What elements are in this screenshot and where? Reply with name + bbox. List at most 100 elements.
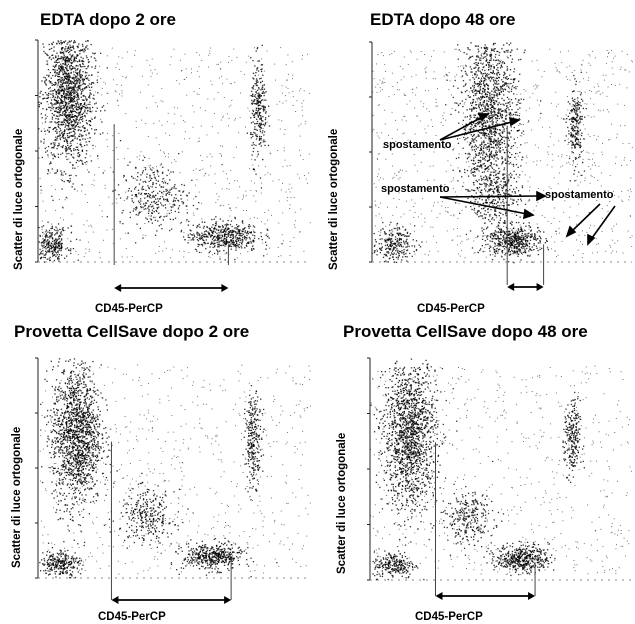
event-point-bright-cluster	[251, 90, 253, 92]
event-point	[598, 165, 600, 167]
event-point-granulocytes	[501, 48, 503, 50]
event-point-lymphocytes	[221, 240, 223, 242]
event-point-granulocytes	[64, 148, 66, 150]
event-point-bright-cluster	[260, 122, 262, 124]
event-point	[381, 132, 383, 134]
event-point-lymphocytes	[230, 234, 232, 236]
event-point	[618, 196, 620, 198]
event-point-debris	[55, 252, 58, 254]
event-point	[116, 202, 118, 204]
event-point	[565, 76, 567, 78]
event-point-granulocytes	[481, 194, 483, 196]
event-point-granulocytes	[86, 72, 88, 74]
event-point-granulocytes	[478, 98, 481, 100]
event-point	[477, 235, 479, 237]
event-point-granulocytes	[81, 126, 84, 128]
event-point	[487, 116, 489, 118]
event-point	[572, 164, 574, 166]
event-point-granulocytes	[488, 139, 490, 141]
event-point-monocytes	[152, 181, 154, 184]
event-point-granulocytes	[472, 91, 474, 94]
event-point	[58, 199, 60, 200]
event-point-granulocytes	[497, 79, 500, 82]
event-point-bright-cluster	[257, 95, 259, 97]
event-point	[596, 200, 598, 201]
event-point-granulocytes	[71, 68, 73, 70]
event-point	[619, 83, 621, 85]
event-point-granulocytes	[52, 95, 55, 97]
event-point-monocytes	[177, 208, 180, 210]
event-point-monocytes	[178, 211, 180, 213]
event-point	[469, 91, 471, 93]
event-point	[63, 219, 64, 221]
event-point-granulocytes	[514, 156, 516, 158]
event-point	[610, 246, 612, 248]
event-point	[298, 125, 300, 127]
event-point-granulocytes	[72, 99, 74, 102]
event-point-bright-cluster	[264, 106, 266, 108]
event-point-bright-cluster	[256, 100, 259, 102]
event-point-granulocytes	[51, 195, 53, 197]
event-point	[256, 113, 258, 114]
event-point-granulocytes	[70, 88, 73, 90]
event-point-lymphocytes	[213, 252, 216, 255]
event-point	[406, 103, 408, 105]
event-point	[179, 250, 181, 252]
event-point	[508, 209, 510, 210]
event-point-monocytes	[156, 210, 158, 213]
event-point-granulocytes	[55, 55, 57, 57]
event-point	[391, 53, 393, 55]
event-point	[534, 88, 536, 90]
event-point-granulocytes	[59, 84, 61, 86]
event-point-granulocytes	[473, 133, 475, 136]
event-point-granulocytes	[520, 98, 522, 100]
event-point-lymphocytes	[246, 234, 248, 236]
event-point	[525, 162, 527, 164]
event-point-monocytes	[168, 212, 171, 215]
event-point-granulocytes	[503, 177, 505, 179]
event-point-debris	[70, 232, 72, 234]
event-point	[412, 92, 414, 94]
event-point	[432, 126, 433, 127]
event-point-lymphocytes	[217, 251, 219, 253]
event-point	[163, 180, 165, 182]
event-point	[458, 203, 460, 205]
event-point-granulocytes	[84, 109, 86, 111]
event-point-granulocytes	[74, 95, 76, 97]
event-point-lymphocytes	[218, 244, 220, 246]
event-point	[114, 90, 116, 92]
event-point	[178, 207, 180, 208]
event-point-monocytes	[135, 209, 137, 211]
event-point-granulocytes	[53, 128, 55, 130]
event-point-lymphocytes	[231, 229, 234, 231]
event-point-granulocytes	[79, 122, 81, 124]
event-point-granulocytes	[73, 149, 75, 152]
event-point-granulocytes	[481, 98, 483, 100]
event-point-granulocytes	[90, 56, 92, 58]
event-point-granulocytes	[502, 222, 505, 224]
event-point-granulocytes	[73, 128, 75, 130]
event-point	[631, 246, 633, 247]
event-point-granulocytes	[507, 136, 509, 138]
event-point-granulocytes	[471, 146, 473, 149]
event-point-lymphocytes	[207, 236, 209, 238]
event-point-bright-cluster	[257, 101, 260, 103]
event-point	[580, 64, 582, 66]
event-point-granulocytes	[68, 128, 70, 130]
event-point	[500, 59, 502, 61]
event-point-granulocytes	[489, 130, 491, 132]
event-point-granulocytes	[88, 79, 90, 81]
event-point-bright-cluster	[250, 137, 252, 139]
event-point	[220, 68, 222, 70]
event-point-granulocytes	[64, 89, 66, 91]
event-point-granulocytes	[82, 57, 84, 60]
event-point	[602, 154, 604, 156]
event-point-bright-cluster	[250, 133, 252, 135]
event-point	[217, 199, 219, 201]
event-point	[595, 238, 597, 240]
event-point-lymphocytes	[232, 234, 234, 236]
event-point	[582, 230, 583, 232]
event-point-granulocytes	[505, 102, 507, 105]
event-point-debris	[58, 238, 60, 240]
event-point	[376, 63, 377, 65]
